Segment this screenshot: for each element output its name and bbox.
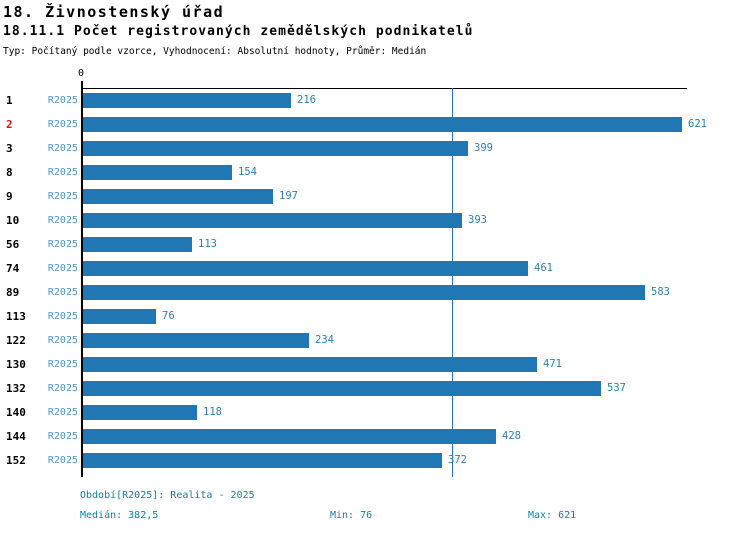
bar-value-label: 154 [238, 166, 257, 178]
axis-zero-label: 0 [77, 68, 84, 79]
row-category-label: 130 [6, 358, 26, 371]
row-category-label: 144 [6, 430, 26, 443]
bar-value-label: 399 [474, 142, 493, 154]
bar [83, 237, 192, 252]
row-category-label: 10 [6, 214, 20, 227]
row-series-label: R2025 [47, 95, 78, 106]
footer-max: Max: 621 [528, 510, 577, 521]
bar-value-label: 537 [607, 382, 626, 394]
report-meta-line: Typ: Počítaný podle vzorce, Vyhodnocení:… [3, 46, 427, 57]
bar-value-label: 461 [534, 262, 553, 274]
bar [83, 285, 645, 300]
row-category-label: 132 [6, 382, 26, 395]
footer-median: Medián: 382,5 [80, 510, 159, 521]
bar [83, 357, 537, 372]
bar-value-label: 583 [651, 286, 670, 298]
row-series-label: R2025 [47, 359, 78, 370]
footer-min: Min: 76 [330, 510, 373, 521]
y-axis-line [81, 81, 83, 477]
bar [83, 93, 291, 108]
report-title: 18. Živnostenský úřad [3, 3, 225, 21]
bar [83, 141, 468, 156]
median-line [452, 88, 453, 477]
bar-value-label: 234 [315, 334, 334, 346]
row-category-label: 2 [6, 118, 13, 131]
row-series-label: R2025 [47, 335, 78, 346]
row-category-label: 140 [6, 406, 26, 419]
bar [83, 261, 528, 276]
row-series-label: R2025 [47, 215, 78, 226]
bar [83, 429, 496, 444]
report-indicator-title: 18.11.1 Počet registrovaných zemědělskýc… [3, 24, 474, 39]
bar [83, 453, 442, 468]
row-category-label: 56 [6, 238, 20, 251]
bar-value-label: 372 [448, 454, 467, 466]
row-series-label: R2025 [47, 383, 78, 394]
row-category-label: 122 [6, 334, 26, 347]
bar-value-label: 113 [198, 238, 217, 250]
row-series-label: R2025 [47, 431, 78, 442]
bar-value-label: 118 [203, 406, 222, 418]
bar [83, 309, 156, 324]
plot-top-border [82, 88, 687, 89]
row-series-label: R2025 [47, 167, 78, 178]
bar [83, 165, 232, 180]
bar [83, 381, 601, 396]
bar-value-label: 197 [279, 190, 298, 202]
row-series-label: R2025 [47, 287, 78, 298]
footer-period: Období[R2025]: Realita - 2025 [80, 490, 255, 501]
bar-value-label: 471 [543, 358, 562, 370]
row-category-label: 3 [6, 142, 13, 155]
row-series-label: R2025 [47, 263, 78, 274]
row-category-label: 74 [6, 262, 20, 275]
bar [83, 189, 273, 204]
row-series-label: R2025 [47, 119, 78, 130]
row-series-label: R2025 [47, 455, 78, 466]
row-category-label: 1 [6, 94, 13, 107]
row-series-label: R2025 [47, 191, 78, 202]
bar-value-label: 621 [688, 118, 707, 130]
row-category-label: 8 [6, 166, 13, 179]
bar [83, 333, 309, 348]
bar-value-label: 76 [162, 310, 175, 322]
row-series-label: R2025 [47, 239, 78, 250]
bar [83, 213, 462, 228]
row-series-label: R2025 [47, 143, 78, 154]
bar-value-label: 393 [468, 214, 487, 226]
row-series-label: R2025 [47, 311, 78, 322]
bar-value-label: 216 [297, 94, 316, 106]
row-category-label: 113 [6, 310, 26, 323]
bar-value-label: 428 [502, 430, 521, 442]
row-category-label: 9 [6, 190, 13, 203]
row-category-label: 89 [6, 286, 20, 299]
bar [83, 117, 682, 132]
row-series-label: R2025 [47, 407, 78, 418]
bar [83, 405, 197, 420]
row-category-label: 152 [6, 454, 26, 467]
